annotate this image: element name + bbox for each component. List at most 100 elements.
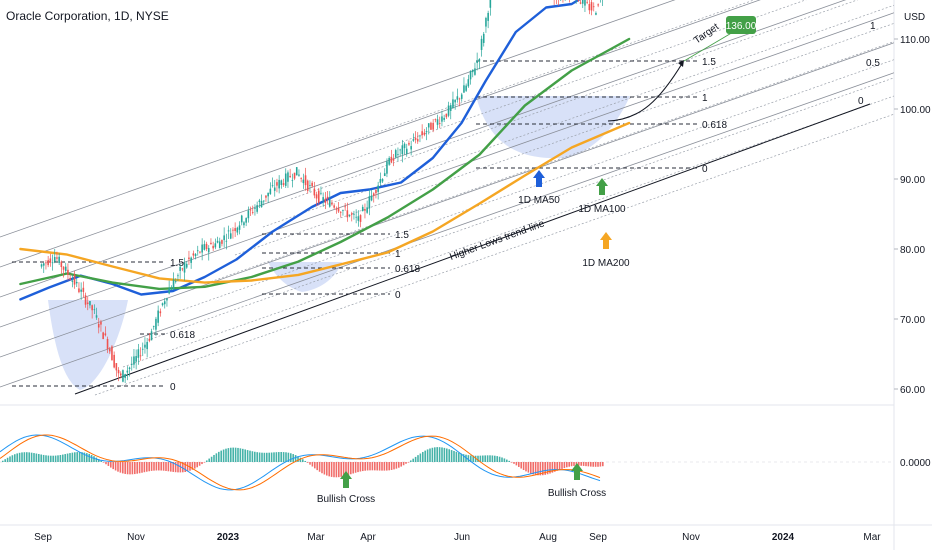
macd-histogram-bar bbox=[477, 455, 479, 462]
macd-histogram-bar bbox=[434, 447, 436, 462]
price-candle bbox=[157, 310, 159, 323]
macd-histogram-bar bbox=[323, 462, 326, 475]
price-candle bbox=[221, 240, 223, 244]
price-candle bbox=[185, 263, 188, 268]
target-price-value: 136.00 bbox=[726, 21, 757, 32]
price-candle bbox=[155, 318, 157, 330]
macd-histogram-bar bbox=[270, 452, 273, 462]
macd-histogram-bar bbox=[580, 462, 582, 466]
price-candle bbox=[456, 96, 459, 100]
price-candle bbox=[346, 210, 349, 218]
price-candle bbox=[328, 199, 331, 207]
time-axis-label: Sep bbox=[589, 532, 607, 543]
macd-histogram-bar bbox=[311, 462, 314, 467]
macd-histogram-bar bbox=[254, 451, 256, 462]
price-candle bbox=[139, 355, 142, 357]
price-candle bbox=[47, 260, 49, 266]
fib-level-label: 1.5 bbox=[395, 230, 409, 241]
macd-histogram-bar bbox=[362, 462, 364, 472]
macd-histogram-bar bbox=[599, 462, 602, 467]
price-candle bbox=[487, 12, 489, 21]
price-candle bbox=[408, 142, 410, 145]
macd-histogram-bar bbox=[50, 455, 52, 462]
macd-histogram-bar bbox=[105, 462, 107, 465]
price-candle bbox=[45, 262, 47, 264]
macd-histogram-bar bbox=[525, 462, 527, 472]
time-axis-label: Apr bbox=[360, 532, 376, 543]
macd-histogram-bar bbox=[282, 452, 285, 462]
channel-line-dotted bbox=[318, 0, 807, 172]
macd-histogram-bar bbox=[28, 452, 30, 462]
price-candle bbox=[203, 244, 206, 250]
macd-histogram-bar bbox=[450, 450, 453, 462]
price-candle bbox=[113, 354, 115, 368]
price-candle bbox=[267, 192, 269, 197]
macd-histogram-bar bbox=[587, 462, 590, 467]
macd-histogram-bar bbox=[196, 462, 198, 468]
macd-histogram-bar bbox=[16, 453, 18, 462]
macd-histogram-bar bbox=[419, 453, 422, 462]
price-candle bbox=[238, 225, 241, 230]
macd-histogram-bar bbox=[102, 462, 105, 463]
macd-histogram-bar bbox=[594, 462, 597, 467]
macd-histogram-bar bbox=[422, 451, 424, 462]
macd-histogram-bar bbox=[45, 455, 47, 462]
price-candle bbox=[51, 262, 54, 264]
price-candle bbox=[364, 209, 366, 211]
price-candle bbox=[287, 172, 289, 182]
macd-histogram-bar bbox=[302, 459, 304, 462]
macd-histogram-bar bbox=[275, 452, 278, 462]
macd-histogram-bar bbox=[522, 462, 525, 471]
macd-histogram-bar bbox=[246, 450, 249, 462]
price-candle bbox=[212, 245, 214, 249]
price-candle bbox=[152, 325, 155, 327]
macd-histogram-bar bbox=[38, 454, 40, 462]
price-candle bbox=[262, 200, 265, 202]
macd-histogram-bar bbox=[239, 448, 242, 462]
macd-histogram-bar bbox=[258, 452, 261, 462]
price-candle bbox=[179, 266, 181, 271]
price-candle bbox=[214, 243, 217, 248]
price-candle bbox=[223, 235, 225, 241]
price-candle bbox=[258, 200, 261, 202]
price-candle bbox=[117, 369, 120, 374]
macd-histogram-bar bbox=[479, 455, 482, 462]
macd-histogram-bar bbox=[530, 462, 532, 474]
macd-histogram-bar bbox=[592, 462, 594, 467]
macd-histogram-bar bbox=[66, 453, 69, 462]
price-candle bbox=[42, 263, 45, 266]
price-candle bbox=[201, 244, 203, 253]
macd-histogram-bar bbox=[462, 454, 465, 462]
price-candle bbox=[89, 301, 91, 306]
price-candle bbox=[344, 206, 346, 208]
macd-histogram-bar bbox=[134, 462, 136, 475]
macd-histogram-bar bbox=[494, 455, 496, 462]
macd-histogram-bar bbox=[381, 462, 383, 471]
price-candle bbox=[119, 373, 122, 376]
macd-histogram-bar bbox=[225, 448, 227, 462]
macd-histogram-bar bbox=[83, 452, 86, 462]
macd-histogram-bar bbox=[309, 462, 311, 465]
price-candle bbox=[339, 211, 342, 213]
macd-histogram-bar bbox=[299, 457, 302, 462]
time-axis-label: Sep bbox=[34, 532, 52, 543]
price-candle bbox=[322, 197, 324, 201]
macd-histogram-bar bbox=[374, 462, 376, 471]
price-candle bbox=[386, 161, 388, 174]
price-candle bbox=[597, 4, 599, 6]
macd-histogram-bar bbox=[405, 462, 407, 464]
macd-histogram-bar bbox=[470, 455, 472, 462]
macd-histogram-bar bbox=[54, 455, 57, 462]
macd-histogram-bar bbox=[98, 459, 100, 462]
macd-histogram-bar bbox=[143, 462, 146, 473]
channel-line-dotted bbox=[290, 0, 859, 200]
price-candle bbox=[410, 146, 412, 150]
macd-histogram-bar bbox=[436, 447, 438, 462]
macd-histogram-bar bbox=[448, 449, 450, 462]
price-candle bbox=[271, 185, 274, 187]
price-candle bbox=[78, 288, 80, 293]
price-candle bbox=[412, 139, 415, 141]
macd-histogram-bar bbox=[542, 462, 544, 476]
